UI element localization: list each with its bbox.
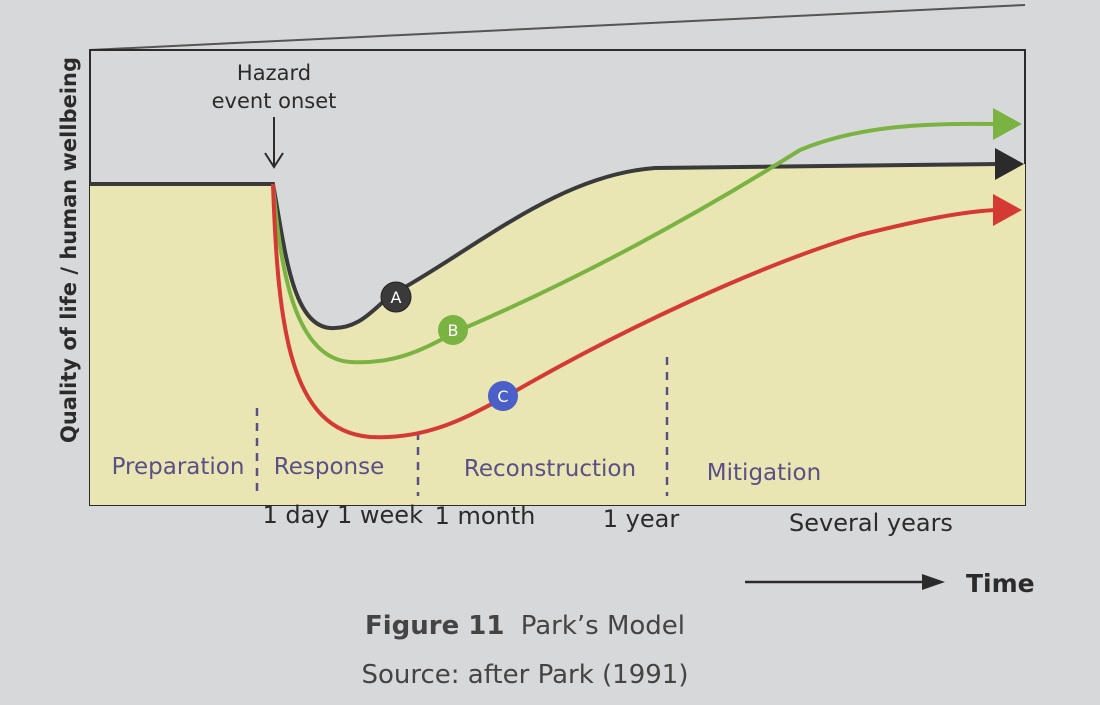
time-tick-several-years: Several years: [789, 509, 953, 537]
curve-b-arrowhead: [993, 108, 1022, 140]
time-tick-1-year: 1 year: [603, 505, 680, 533]
time-tick-1-week: 1 week: [337, 501, 423, 529]
phase-label-response: Response: [274, 454, 384, 480]
figure-caption: Figure 11 Park’s Model: [365, 611, 685, 641]
time-tick-1-month: 1 month: [435, 502, 536, 530]
curve-b: [271, 121, 996, 365]
page-edge-line: [89, 4, 1026, 51]
time-tick-1-day: 1 day: [262, 501, 329, 529]
marker-b: B: [438, 315, 468, 345]
time-arrow-icon: [922, 574, 945, 590]
marker-a: A: [380, 281, 412, 313]
y-axis-label: Quality of life / human wellbeing: [57, 57, 81, 443]
marker-c: C: [488, 381, 518, 411]
hazard-arrow-icon: [264, 152, 284, 169]
phase-label-preparation: Preparation: [112, 454, 245, 480]
curve-c-arrowhead: [993, 194, 1022, 226]
figure-title: Park’s Model: [521, 611, 685, 641]
hazard-label-line2: event onset: [212, 89, 337, 113]
curve-a-arrowhead: [995, 148, 1024, 180]
wellbeing-area: [90, 164, 1025, 505]
phase-label-mitigation: Mitigation: [707, 460, 821, 486]
phase-label-reconstruction: Reconstruction: [464, 456, 636, 482]
marker-c-label: C: [497, 387, 508, 406]
figure-source: Source: after Park (1991): [361, 660, 688, 690]
hazard-label-line1: Hazard: [237, 61, 311, 85]
marker-b-label: B: [448, 321, 459, 340]
time-axis-label: Time: [966, 569, 1035, 598]
marker-a-label: A: [391, 288, 402, 307]
figure-number: Figure 11: [365, 611, 504, 641]
